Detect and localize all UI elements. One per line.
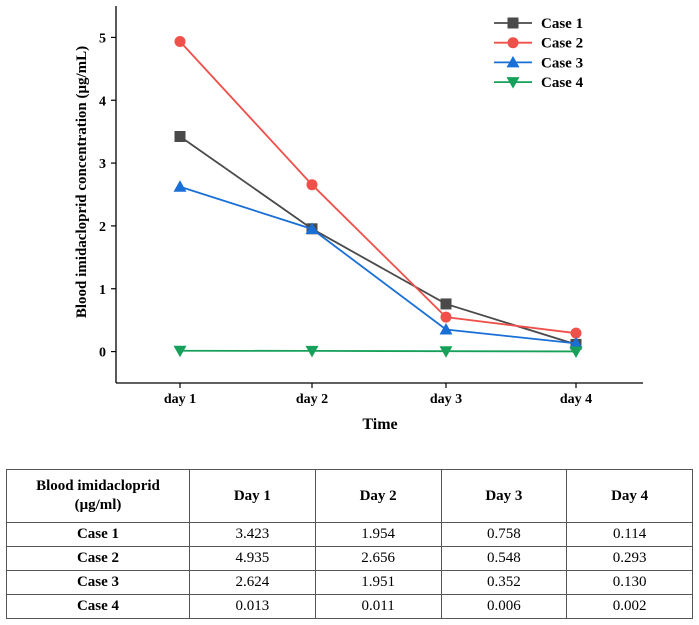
table-row: Case 1 3.423 1.954 0.758 0.114 xyxy=(6,522,693,547)
legend-label: Case 1 xyxy=(541,16,583,32)
table-cell: 4.935 xyxy=(189,546,316,571)
series-line xyxy=(179,40,577,335)
data-point-triangle-down xyxy=(439,346,453,358)
chart-axes: 0 1 2 3 4 5 day 1 day 2 day 3 day 4 xyxy=(99,6,643,407)
y-tick-label: 5 xyxy=(99,31,106,46)
table-cell: 0.013 xyxy=(189,594,316,619)
row-label: Case 1 xyxy=(6,522,190,547)
data-point-triangle-down xyxy=(173,345,187,358)
data-table: Blood imidacloprid (μg/ml) Day 1 Day 2 Da… xyxy=(6,469,693,619)
table-cell: 0.352 xyxy=(440,570,568,595)
data-point-triangle xyxy=(439,322,453,335)
table-cell: 1.951 xyxy=(314,570,442,595)
table-cell: 0.758 xyxy=(440,522,568,547)
table-cell: 2.656 xyxy=(314,546,442,571)
table-cell: 0.548 xyxy=(440,546,568,571)
legend-label: Case 4 xyxy=(541,75,584,91)
series-2 xyxy=(174,36,582,339)
x-axis-label: Time xyxy=(362,416,397,433)
x-tick-label: day 4 xyxy=(560,392,592,407)
data-point-triangle xyxy=(506,55,520,68)
x-tick-label: day 1 xyxy=(164,392,196,407)
data-point-square xyxy=(174,131,186,143)
legend-item: Case 3 xyxy=(494,55,583,71)
table-cell: 0.006 xyxy=(440,594,568,619)
series-line xyxy=(179,135,577,346)
row-label: Case 3 xyxy=(6,570,190,595)
data-point-circle xyxy=(174,36,186,48)
col-header-day-4: Day 4 xyxy=(566,469,693,523)
data-point-triangle-down xyxy=(305,345,319,358)
legend-item: Case 4 xyxy=(494,75,584,91)
col-header-day-2: Day 2 xyxy=(314,469,442,523)
table-cell: 0.011 xyxy=(314,594,442,619)
data-point-triangle-down xyxy=(569,346,583,358)
x-tick-label: day 2 xyxy=(296,392,328,407)
table-cell: 0.002 xyxy=(566,594,693,619)
legend-item: Case 1 xyxy=(494,16,583,32)
data-point-triangle xyxy=(305,222,319,234)
x-tick-label: day 3 xyxy=(430,392,462,407)
series-line xyxy=(179,185,577,345)
row-label: Case 4 xyxy=(6,594,190,619)
data-point-circle xyxy=(570,327,582,339)
col-header-day-1: Day 1 xyxy=(189,469,316,523)
data-point-square xyxy=(507,17,519,29)
header-line-2: (μg/ml) xyxy=(74,497,122,513)
header-line-1: Blood imidacloprid xyxy=(36,478,160,494)
series-1 xyxy=(174,131,582,350)
table-row: Case 3 2.624 1.951 0.352 0.130 xyxy=(6,570,693,595)
chart-legend: Case 1 Case 2 Case 3 Case 4 xyxy=(494,16,584,91)
series-line xyxy=(179,349,577,353)
data-point-circle xyxy=(507,37,519,49)
y-axis-label: Blood imidacloprid concentration (μg/mL) xyxy=(74,46,90,318)
table-cell: 0.130 xyxy=(566,570,693,595)
data-point-circle xyxy=(306,179,318,191)
table-row: Case 4 0.013 0.011 0.006 0.002 xyxy=(6,594,693,619)
table-cell: 2.624 xyxy=(189,570,316,595)
table-cell: 1.954 xyxy=(314,522,442,547)
data-point-triangle-down xyxy=(506,77,520,89)
series-3 xyxy=(173,180,583,349)
table-cell: 3.423 xyxy=(189,522,316,547)
legend-item: Case 2 xyxy=(494,36,583,52)
y-tick-label: 4 xyxy=(99,94,106,109)
y-tick-label: 3 xyxy=(99,157,106,172)
series-4 xyxy=(173,345,583,358)
legend-label: Case 3 xyxy=(541,55,583,71)
data-point-circle xyxy=(440,311,452,323)
table-row: Case 2 4.935 2.656 0.548 0.293 xyxy=(6,546,693,571)
data-point-triangle xyxy=(173,180,187,192)
table-header-row: Blood imidacloprid (μg/ml) Day 1 Day 2 Da… xyxy=(6,469,693,523)
table-cell: 0.114 xyxy=(566,522,693,547)
row-label: Case 2 xyxy=(6,546,190,571)
data-point-square xyxy=(440,298,452,310)
y-tick-label: 0 xyxy=(99,346,106,361)
chart-series xyxy=(173,36,583,358)
table-header-label: Blood imidacloprid (μg/ml) xyxy=(6,469,190,523)
legend-label: Case 2 xyxy=(541,36,583,52)
y-tick-label: 1 xyxy=(99,283,106,298)
y-tick-label: 2 xyxy=(99,220,106,235)
table-cell: 0.293 xyxy=(566,546,693,571)
data-point-triangle xyxy=(569,336,583,349)
col-header-day-3: Day 3 xyxy=(440,469,568,523)
